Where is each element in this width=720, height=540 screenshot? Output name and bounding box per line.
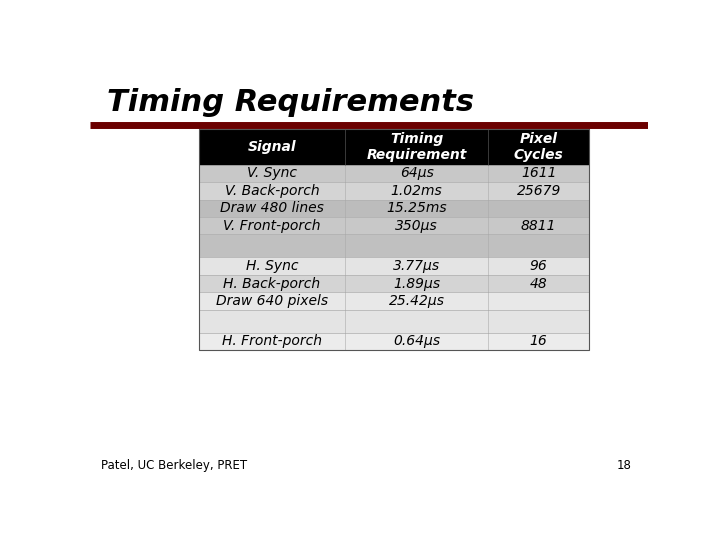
Text: Pixel
Cycles: Pixel Cycles: [514, 132, 564, 162]
Text: Timing
Requirement: Timing Requirement: [366, 132, 467, 162]
Bar: [199, 129, 590, 165]
Text: 18: 18: [616, 460, 631, 472]
Text: Signal: Signal: [248, 140, 297, 154]
Text: 16: 16: [530, 334, 547, 348]
Bar: [199, 333, 590, 350]
Text: 8811: 8811: [521, 219, 557, 233]
Bar: [199, 165, 590, 182]
Bar: [199, 234, 590, 258]
Text: V. Front-porch: V. Front-porch: [223, 219, 321, 233]
Bar: [199, 310, 590, 333]
Text: 1.89μs: 1.89μs: [393, 276, 440, 291]
Text: 3.77μs: 3.77μs: [393, 259, 440, 273]
Text: H. Front-porch: H. Front-porch: [222, 334, 322, 348]
Text: 64μs: 64μs: [400, 166, 433, 180]
Text: Timing Requirements: Timing Requirements: [107, 87, 474, 117]
Bar: [199, 292, 590, 310]
Text: Draw 640 pixels: Draw 640 pixels: [216, 294, 328, 308]
Bar: [199, 129, 590, 350]
Text: V. Sync: V. Sync: [247, 166, 297, 180]
Text: 25679: 25679: [516, 184, 561, 198]
Text: 1611: 1611: [521, 166, 557, 180]
Text: H. Back-porch: H. Back-porch: [223, 276, 320, 291]
Text: 1.02ms: 1.02ms: [391, 184, 443, 198]
Text: Patel, UC Berkeley, PRET: Patel, UC Berkeley, PRET: [101, 460, 247, 472]
Text: 25.42μs: 25.42μs: [389, 294, 444, 308]
Bar: [199, 217, 590, 234]
Bar: [199, 199, 590, 217]
Text: 0.64μs: 0.64μs: [393, 334, 440, 348]
Bar: [199, 258, 590, 275]
Text: 350μs: 350μs: [395, 219, 438, 233]
Bar: [199, 182, 590, 199]
Text: Draw 480 lines: Draw 480 lines: [220, 201, 324, 215]
Text: 48: 48: [530, 276, 547, 291]
Text: V. Back-porch: V. Back-porch: [225, 184, 320, 198]
Text: 15.25ms: 15.25ms: [386, 201, 447, 215]
Text: 96: 96: [530, 259, 547, 273]
Bar: [199, 275, 590, 292]
Text: H. Sync: H. Sync: [246, 259, 298, 273]
